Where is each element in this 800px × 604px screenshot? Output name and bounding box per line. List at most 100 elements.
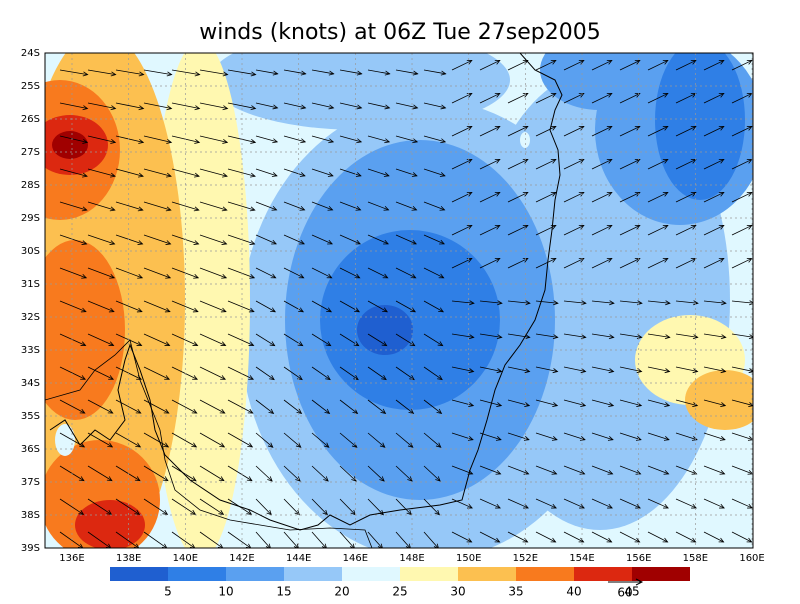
wind-arrowhead [138, 138, 145, 144]
wind-arrow [619, 366, 642, 372]
wind-arrowhead [718, 159, 725, 164]
wind-arrowhead [494, 258, 501, 263]
wind-arrow [227, 135, 256, 143]
wind-arrow [143, 432, 169, 448]
wind-arrowhead [410, 273, 417, 279]
wind-arrow [507, 531, 528, 543]
wind-arrowhead [323, 476, 329, 482]
wind-arrow [423, 234, 445, 245]
wind-arrowhead [635, 469, 642, 475]
wind-arrow [143, 69, 172, 76]
wind-arrowhead [718, 60, 725, 65]
wind-arrowhead [634, 60, 641, 65]
wind-arrow [619, 333, 642, 338]
wind-arrow [731, 399, 753, 407]
wind-arrowhead [748, 368, 753, 374]
wind-arrow [591, 366, 614, 372]
colorbar-label: 25 [392, 585, 407, 599]
wind-arrow [675, 225, 696, 236]
wind-arrow [479, 126, 500, 137]
wind-arrowhead [272, 70, 279, 76]
wind-arrowhead [437, 375, 443, 381]
wind-arrowhead [250, 172, 256, 178]
wind-arrowhead [550, 258, 557, 263]
wind-arrow [619, 498, 641, 509]
wind-arrow [367, 300, 388, 313]
wind-arrowhead [466, 60, 473, 65]
wind-arrowhead [440, 70, 447, 76]
wind-arrowhead [382, 307, 389, 313]
wind-arrowhead [248, 341, 255, 346]
wind-arrowhead [298, 307, 305, 313]
wind-arrow [507, 60, 528, 71]
wind-arrow [339, 399, 358, 414]
wind-arrowhead [270, 273, 277, 279]
wind-arrowhead [635, 503, 641, 509]
wind-arrowhead [411, 239, 417, 245]
wind-arrowhead [553, 300, 559, 306]
wind-arrowhead [356, 70, 363, 76]
colorbar-swatch [110, 567, 168, 581]
wind-arrow [171, 333, 198, 346]
wind-arrow [563, 60, 584, 71]
wind-arrowhead [79, 408, 86, 414]
wind-arrowhead [606, 258, 613, 263]
wind-arrow [731, 159, 752, 170]
wind-arrowhead [166, 71, 173, 77]
wind-arrow [479, 432, 502, 441]
wind-arrowhead [440, 104, 447, 110]
wind-arrow [255, 69, 278, 75]
wind-arrowhead [134, 509, 141, 515]
wind-arrowhead [328, 104, 335, 110]
wind-arrow [367, 201, 389, 211]
wind-arrow [115, 432, 141, 448]
wind-arrow [199, 366, 226, 380]
wind-arrowhead [165, 273, 172, 279]
wind-arrowhead [219, 442, 226, 448]
wind-arrow [115, 300, 143, 313]
wind-arrow [731, 366, 753, 372]
wind-arrowhead [634, 537, 641, 543]
wind-arrowhead [82, 105, 89, 111]
wind-arrow [451, 300, 474, 304]
wind-arrow [731, 60, 752, 71]
wind-arrowhead [164, 341, 171, 346]
wind-arrow [619, 531, 640, 543]
wind-arrow [199, 102, 228, 109]
speed-region [685, 370, 753, 430]
wind-arrowhead [353, 375, 359, 381]
wind-arrowhead [294, 509, 301, 516]
colorbar-label: 40 [566, 585, 581, 599]
wind-arrow [311, 465, 329, 482]
wind-arrow [115, 498, 140, 515]
wind-arrow [339, 267, 360, 279]
wind-arrowhead [466, 537, 473, 543]
wind-arrowhead [246, 509, 253, 515]
wind-arrowhead [494, 60, 501, 65]
wind-arrowhead [349, 543, 355, 548]
wind-arrowhead [327, 172, 334, 177]
wind-arrowhead [664, 368, 671, 374]
wind-arrow [367, 135, 390, 143]
wind-arrowhead [355, 239, 361, 245]
wind-arrow [395, 531, 411, 548]
wind-arrow [367, 168, 390, 177]
wind-arrowhead [78, 509, 85, 515]
wind-arrowhead [408, 408, 415, 414]
wind-arrowhead [271, 205, 278, 211]
colorbar-swatch [342, 567, 400, 581]
wind-arrow [227, 399, 253, 414]
wind-arrow [703, 258, 724, 269]
lon-label: 154E [569, 553, 594, 564]
wind-arrowhead [663, 503, 669, 509]
wind-arrowhead [352, 408, 359, 414]
wind-arrowhead [138, 71, 145, 77]
wind-arrow [535, 60, 556, 71]
wind-arrow [563, 531, 584, 543]
wind-arrow [591, 192, 612, 203]
wind-arrowhead [523, 436, 530, 441]
wind-arrow [479, 333, 502, 338]
wind-arrowhead [110, 172, 116, 178]
wind-arrow [199, 69, 228, 76]
wind-arrow [563, 258, 584, 269]
